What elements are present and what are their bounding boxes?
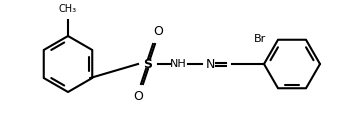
Text: O: O (133, 90, 143, 103)
Text: S: S (143, 57, 153, 71)
Text: NH: NH (170, 59, 186, 69)
Text: CH₃: CH₃ (59, 4, 77, 14)
Text: O: O (153, 25, 163, 38)
Text: N: N (205, 57, 215, 71)
Text: Br: Br (253, 34, 266, 44)
